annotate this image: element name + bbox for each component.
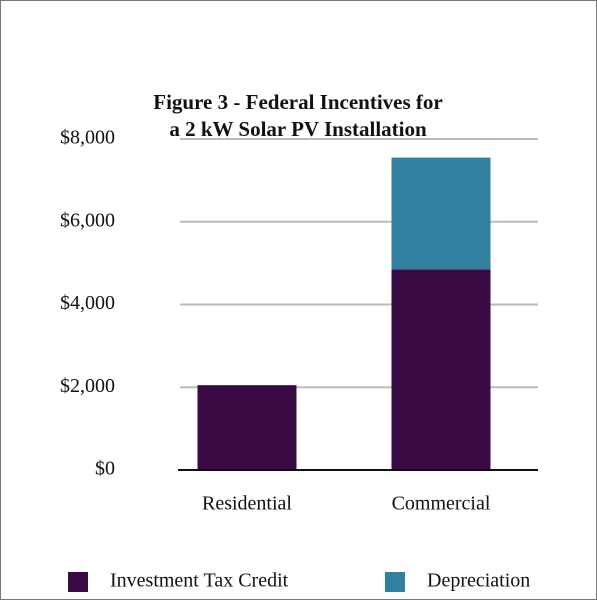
- legend-label: Depreciation: [427, 570, 530, 592]
- x-tick-label: Residential: [202, 493, 292, 515]
- chart-title: Figure 3 - Federal Incentives for: [153, 90, 442, 114]
- y-tick-label: $6,000: [60, 209, 115, 231]
- bar-segment: [391, 269, 491, 470]
- y-tick-label: $8,000: [60, 127, 115, 149]
- bar-segment: [391, 157, 491, 270]
- y-tick-label: $0: [95, 458, 115, 480]
- y-tick-label: $4,000: [60, 292, 115, 314]
- chart-subtitle: a 2 kW Solar PV Installation: [169, 117, 427, 141]
- legend-label: Investment Tax Credit: [110, 570, 289, 592]
- legend-swatch: [385, 572, 405, 592]
- bar-segment: [197, 385, 297, 470]
- legend-swatch: [68, 572, 88, 592]
- x-tick-label: Commercial: [392, 493, 491, 515]
- y-tick-label: $2,000: [60, 375, 115, 397]
